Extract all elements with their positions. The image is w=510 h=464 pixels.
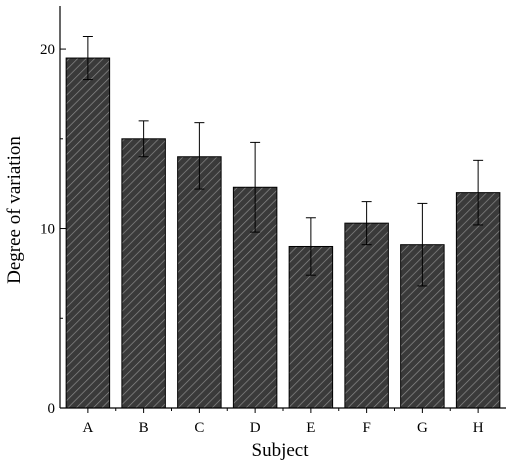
bar-A: [65, 57, 111, 409]
x-axis-title: Subject: [252, 440, 310, 461]
bar-C: [177, 156, 222, 409]
x-tick-label-F: F: [362, 420, 370, 436]
x-axis-ticks: A B C D E F G H: [82, 408, 484, 436]
bar-F: [344, 222, 389, 409]
x-tick-label-G: G: [417, 420, 428, 436]
y-tick-label: 20: [40, 42, 55, 58]
x-tick-label-D: D: [250, 420, 261, 436]
plot-area: [65, 36, 501, 409]
x-tick-label-E: E: [306, 420, 315, 436]
x-tick-label-H: H: [473, 420, 484, 436]
x-tick-label-A: A: [82, 420, 93, 436]
y-tick-label: 10: [40, 222, 55, 238]
x-tick-label-B: B: [139, 420, 149, 436]
x-tick-label-C: C: [194, 420, 204, 436]
y-axis-title: Degree of variation: [4, 136, 25, 284]
y-tick-label: 0: [48, 401, 56, 417]
bar-B: [121, 138, 166, 409]
y-axis-ticks: 0 10 20: [40, 42, 66, 417]
